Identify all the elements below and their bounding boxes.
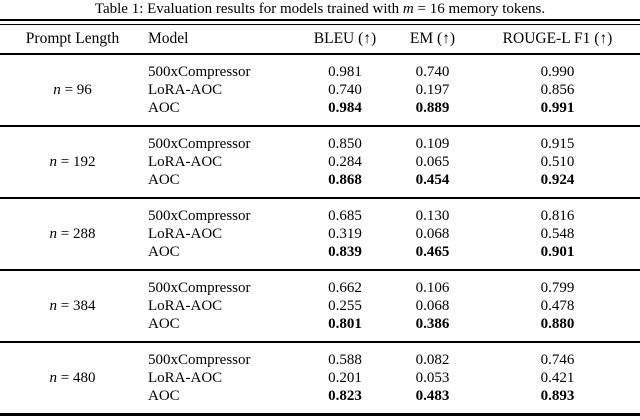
- bleu-value: 0.868: [328, 172, 362, 188]
- bleu-value: 0.284: [328, 154, 362, 170]
- table-group: n = 288 500xCompressor 0.685 0.130 0.816 LoRA…: [0, 197, 640, 269]
- bottom-rule: [0, 413, 640, 416]
- header-prompt-length: Prompt Length: [25, 30, 120, 47]
- rouge-l-f1-value: 0.856: [540, 82, 575, 98]
- rouge-l-f1-value: 0.924: [540, 172, 575, 188]
- rouge-l-f1-value: 0.991: [540, 100, 575, 116]
- header-rule: [0, 53, 640, 55]
- caption-prefix: Table 1: Evaluation results for models t…: [94, 1, 403, 17]
- table-group: n = 192 500xCompressor 0.850 0.109 0.915 LoRA…: [0, 125, 640, 197]
- model-name: 500xCompressor: [148, 136, 251, 152]
- table-group: n = 480 500xCompressor 0.588 0.082 0.746 LoRA…: [0, 341, 640, 413]
- bleu-value: 0.685: [328, 208, 362, 224]
- model-name: AOC: [148, 244, 180, 260]
- bleu-value: 0.662: [328, 280, 362, 296]
- model-name: LoRA-AOC: [148, 298, 223, 314]
- prompt-length-label: n = 192: [49, 154, 96, 170]
- bleu-value: 0.839: [328, 244, 362, 260]
- em-value: 0.082: [415, 352, 450, 368]
- em-value: 0.197: [415, 82, 450, 98]
- em-value: 0.053: [415, 370, 450, 386]
- model-name: LoRA-AOC: [148, 226, 223, 242]
- table-header-row: Prompt Length Model BLEU (↑) EM (↑) ROUG…: [0, 25, 640, 53]
- em-value: 0.483: [415, 388, 450, 404]
- table-body: n = 96 500xCompressor 0.981 0.740 0.990 LoRA-…: [0, 55, 640, 413]
- bleu-value: 0.319: [328, 226, 362, 242]
- model-name: AOC: [148, 100, 180, 116]
- rouge-l-f1-value: 0.901: [540, 244, 575, 260]
- top-double-rule: [0, 19, 640, 25]
- model-name: AOC: [148, 316, 180, 332]
- rouge-l-f1-value: 0.990: [540, 64, 575, 80]
- prompt-length-label: n = 480: [49, 370, 96, 386]
- em-value: 0.068: [415, 298, 450, 314]
- header-em: EM (↑): [409, 30, 456, 47]
- em-value: 0.454: [415, 172, 450, 188]
- bleu-value: 0.823: [328, 388, 362, 404]
- bleu-value: 0.201: [328, 370, 362, 386]
- em-value: 0.386: [415, 316, 450, 332]
- em-value: 0.740: [415, 64, 450, 80]
- model-name: AOC: [148, 172, 180, 188]
- table-caption: Table 1: Evaluation results for models t…: [0, 1, 640, 17]
- model-name: 500xCompressor: [148, 64, 251, 80]
- prompt-math-var: n: [49, 298, 58, 314]
- prompt-math-var: n: [49, 226, 58, 242]
- prompt-math-var: n: [49, 370, 58, 386]
- em-value: 0.889: [415, 100, 450, 116]
- prompt-math-var: n: [49, 154, 58, 170]
- bleu-value: 0.984: [328, 100, 362, 116]
- rouge-l-f1-value: 0.799: [540, 280, 575, 296]
- prompt-length-label: n = 288: [49, 226, 96, 242]
- rouge-l-f1-value: 0.478: [540, 298, 575, 314]
- bleu-value: 0.981: [328, 64, 362, 80]
- rouge-l-f1-value: 0.893: [540, 388, 575, 404]
- model-name: 500xCompressor: [148, 280, 251, 296]
- model-name: LoRA-AOC: [148, 370, 223, 386]
- rouge-l-f1-value: 0.746: [540, 352, 575, 368]
- bleu-value: 0.801: [328, 316, 362, 332]
- bleu-value: 0.588: [328, 352, 362, 368]
- bleu-value: 0.850: [328, 136, 362, 152]
- rouge-l-f1-value: 0.915: [540, 136, 575, 152]
- em-value: 0.465: [415, 244, 450, 260]
- rouge-l-f1-value: 0.816: [540, 208, 575, 224]
- prompt-math-var: n: [53, 82, 61, 98]
- rouge-l-f1-value: 0.421: [540, 370, 575, 386]
- caption-suffix: = 16 memory tokens.: [413, 1, 546, 17]
- prompt-length-label: n = 384: [49, 298, 96, 314]
- header-rouge-l-f1: ROUGE-L F1 (↑): [502, 30, 613, 47]
- model-name: LoRA-AOC: [148, 154, 223, 170]
- rouge-l-f1-value: 0.880: [540, 316, 575, 332]
- em-value: 0.065: [415, 154, 450, 170]
- rouge-l-f1-value: 0.548: [540, 226, 575, 242]
- table-group: n = 384 500xCompressor 0.662 0.106 0.799 LoRA…: [0, 269, 640, 341]
- header-bleu: BLEU (↑): [313, 30, 377, 47]
- table-group: n = 96 500xCompressor 0.981 0.740 0.990 LoRA-…: [0, 55, 640, 125]
- bleu-value: 0.255: [328, 298, 362, 314]
- em-value: 0.130: [415, 208, 450, 224]
- rouge-l-f1-value: 0.510: [540, 154, 575, 170]
- model-name: LoRA-AOC: [148, 82, 223, 98]
- em-value: 0.068: [415, 226, 450, 242]
- em-value: 0.106: [415, 280, 450, 296]
- header-model: Model: [148, 30, 189, 47]
- model-name: 500xCompressor: [148, 352, 251, 368]
- caption-math-var: m: [402, 1, 414, 17]
- model-name: AOC: [148, 388, 180, 404]
- bleu-value: 0.740: [328, 82, 362, 98]
- model-name: 500xCompressor: [148, 208, 251, 224]
- em-value: 0.109: [415, 136, 450, 152]
- prompt-length-label: n = 96: [53, 82, 92, 98]
